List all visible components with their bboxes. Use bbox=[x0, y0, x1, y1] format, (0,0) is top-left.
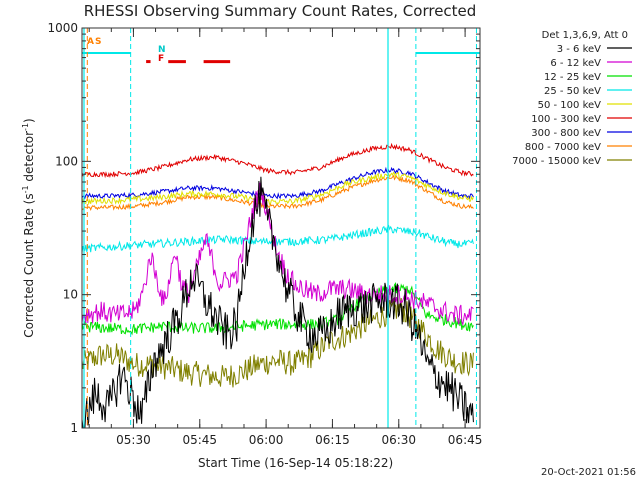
y-tick-label: 1 bbox=[70, 421, 78, 435]
y-tick-label: 100 bbox=[55, 154, 78, 168]
interval-layer bbox=[82, 28, 480, 428]
saa-marker: S bbox=[95, 37, 101, 47]
x-tick-label: 05:30 bbox=[116, 433, 151, 447]
legend-entry-label: 7000 - 15000 keV bbox=[512, 156, 601, 167]
series-line bbox=[82, 176, 474, 428]
legend-entry-label: 300 - 800 keV bbox=[531, 128, 601, 139]
series-line bbox=[82, 224, 474, 253]
footer-timestamp: 20-Oct-2021 01:56 bbox=[541, 467, 636, 478]
legend-entry-label: 6 - 12 keV bbox=[550, 58, 601, 69]
series-line bbox=[82, 142, 474, 179]
series-line bbox=[82, 166, 474, 200]
flare-marker: F bbox=[158, 54, 164, 64]
legend-entry-label: 3 - 6 keV bbox=[557, 44, 601, 55]
attenuator-marker: A bbox=[87, 37, 94, 47]
plot-area bbox=[82, 28, 480, 428]
series-line bbox=[82, 171, 474, 206]
night-marker: N bbox=[158, 45, 166, 55]
series-line bbox=[82, 182, 474, 327]
y-axis-label: Corrected Count Rate (s-1 detector-1) bbox=[21, 118, 36, 337]
legend-entry-label: 100 - 300 keV bbox=[531, 114, 601, 125]
legend-entry-label: 25 - 50 keV bbox=[544, 86, 601, 97]
x-tick-label: 06:15 bbox=[315, 433, 350, 447]
legend-entry-label: 50 - 100 keV bbox=[538, 100, 602, 111]
x-tick-label: 05:45 bbox=[182, 433, 217, 447]
chart-title: RHESSI Observing Summary Count Rates, Co… bbox=[84, 2, 477, 20]
x-tick-label: 06:45 bbox=[448, 433, 483, 447]
series-line bbox=[82, 282, 474, 336]
legend-entry-label: 12 - 25 keV bbox=[544, 72, 601, 83]
x-axis-label: Start Time (16-Sep-14 05:18:22) bbox=[198, 456, 393, 470]
y-tick-label: 10 bbox=[63, 288, 78, 302]
legend: Det 1,3,6,9, Att 0 3 - 6 keV 6 - 12 keV 12… bbox=[512, 30, 632, 167]
x-tick-label: 06:00 bbox=[249, 433, 284, 447]
y-tick-label: 1000 bbox=[47, 21, 78, 35]
plot-frame bbox=[81, 27, 481, 429]
legend-title: Det 1,3,6,9, Att 0 bbox=[542, 30, 628, 41]
series-line bbox=[82, 174, 474, 212]
axis-ticks: 05:30 05:45 06:00 06:15 06:30 06:45 1 10 100 1000 bbox=[47, 21, 482, 447]
legend-entry-label: 800 - 7000 keV bbox=[525, 142, 601, 153]
x-tick-label: 06:30 bbox=[381, 433, 416, 447]
series-layer bbox=[82, 142, 474, 428]
